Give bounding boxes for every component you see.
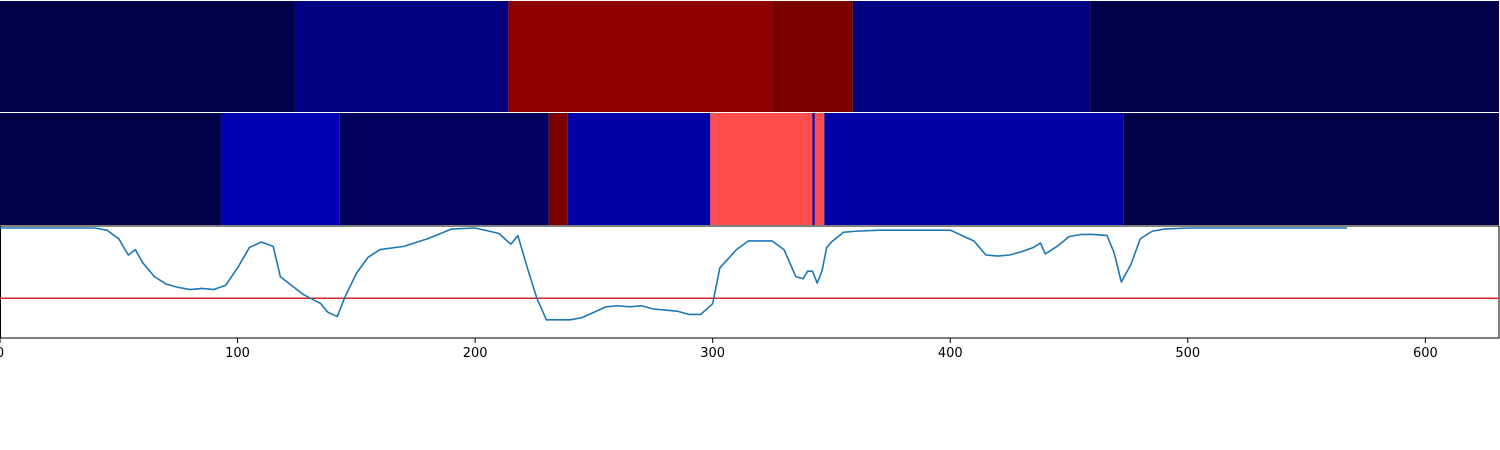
heatmap-cell: [549, 113, 568, 225]
heatmap-cell: [340, 113, 549, 225]
heatmap-cell: [772, 1, 853, 112]
heatmap-cell: [824, 113, 1123, 225]
heatmap-cell: [1124, 113, 1499, 225]
heatmap-middle: [0, 113, 1499, 225]
heatmap-cell: [1090, 1, 1499, 112]
x-tick-label: 500: [1175, 346, 1200, 361]
heatmap-cell: [710, 113, 812, 225]
heatmap-cell: [221, 113, 340, 225]
heatmap-cell: [295, 1, 509, 112]
heatmap-cell: [812, 113, 814, 225]
heatmap-cell: [568, 113, 711, 225]
x-tick-label: 200: [463, 346, 488, 361]
heatmap-cell: [0, 113, 221, 225]
heatmap-cell: [853, 1, 1091, 112]
x-tick-label: 400: [938, 346, 963, 361]
heatmap-cell: [508, 1, 772, 112]
heatmap-cell: [815, 113, 825, 225]
x-tick-label: 100: [225, 346, 250, 361]
x-tick-label: 600: [1413, 346, 1438, 361]
heatmap-cell: [0, 1, 295, 112]
x-tick-label: 300: [700, 346, 725, 361]
heatmap-top: [0, 1, 1499, 112]
x-tick-label: 0: [0, 346, 4, 361]
